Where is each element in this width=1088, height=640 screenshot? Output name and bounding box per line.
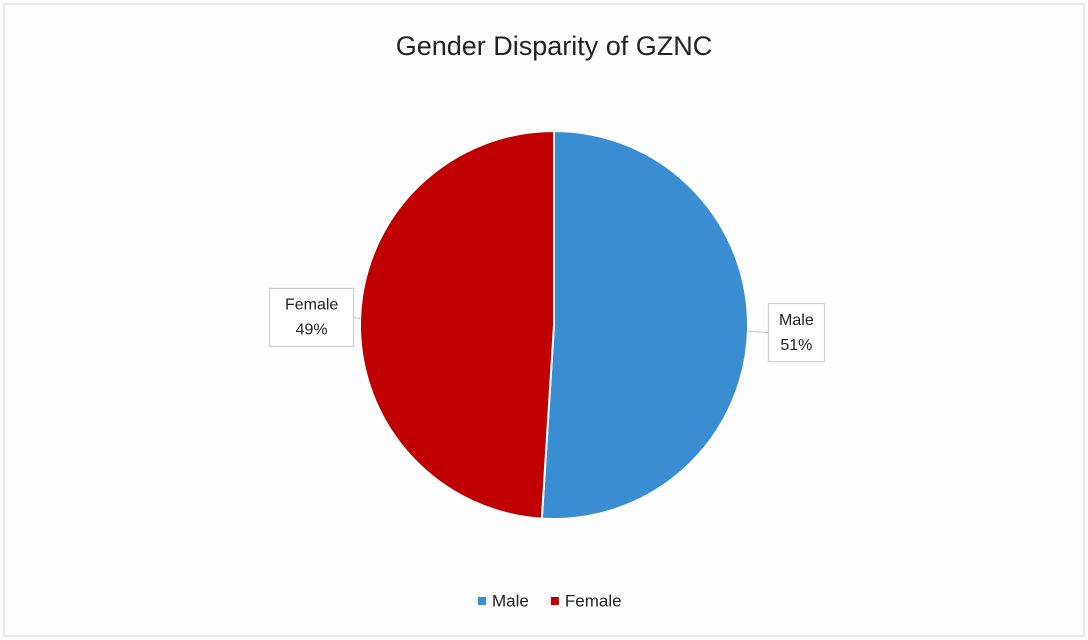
data-label-value: 51%: [780, 337, 812, 354]
data-label-value: 49%: [296, 322, 328, 339]
chart-border: [3, 3, 1085, 637]
legend-swatch: [550, 597, 559, 605]
data-label-category: Female: [285, 297, 338, 314]
label-leader: [353, 316, 361, 320]
label-leader: [747, 330, 769, 334]
data-label-box: [269, 287, 355, 347]
legend-swatch: [478, 597, 486, 605]
data-label-category: Male: [779, 312, 814, 329]
chart-title: Gender Disparity of GZNC: [396, 31, 713, 61]
pie-slice: [359, 129, 555, 520]
legend-label: Male: [492, 591, 529, 610]
legend-label: Female: [565, 591, 622, 610]
